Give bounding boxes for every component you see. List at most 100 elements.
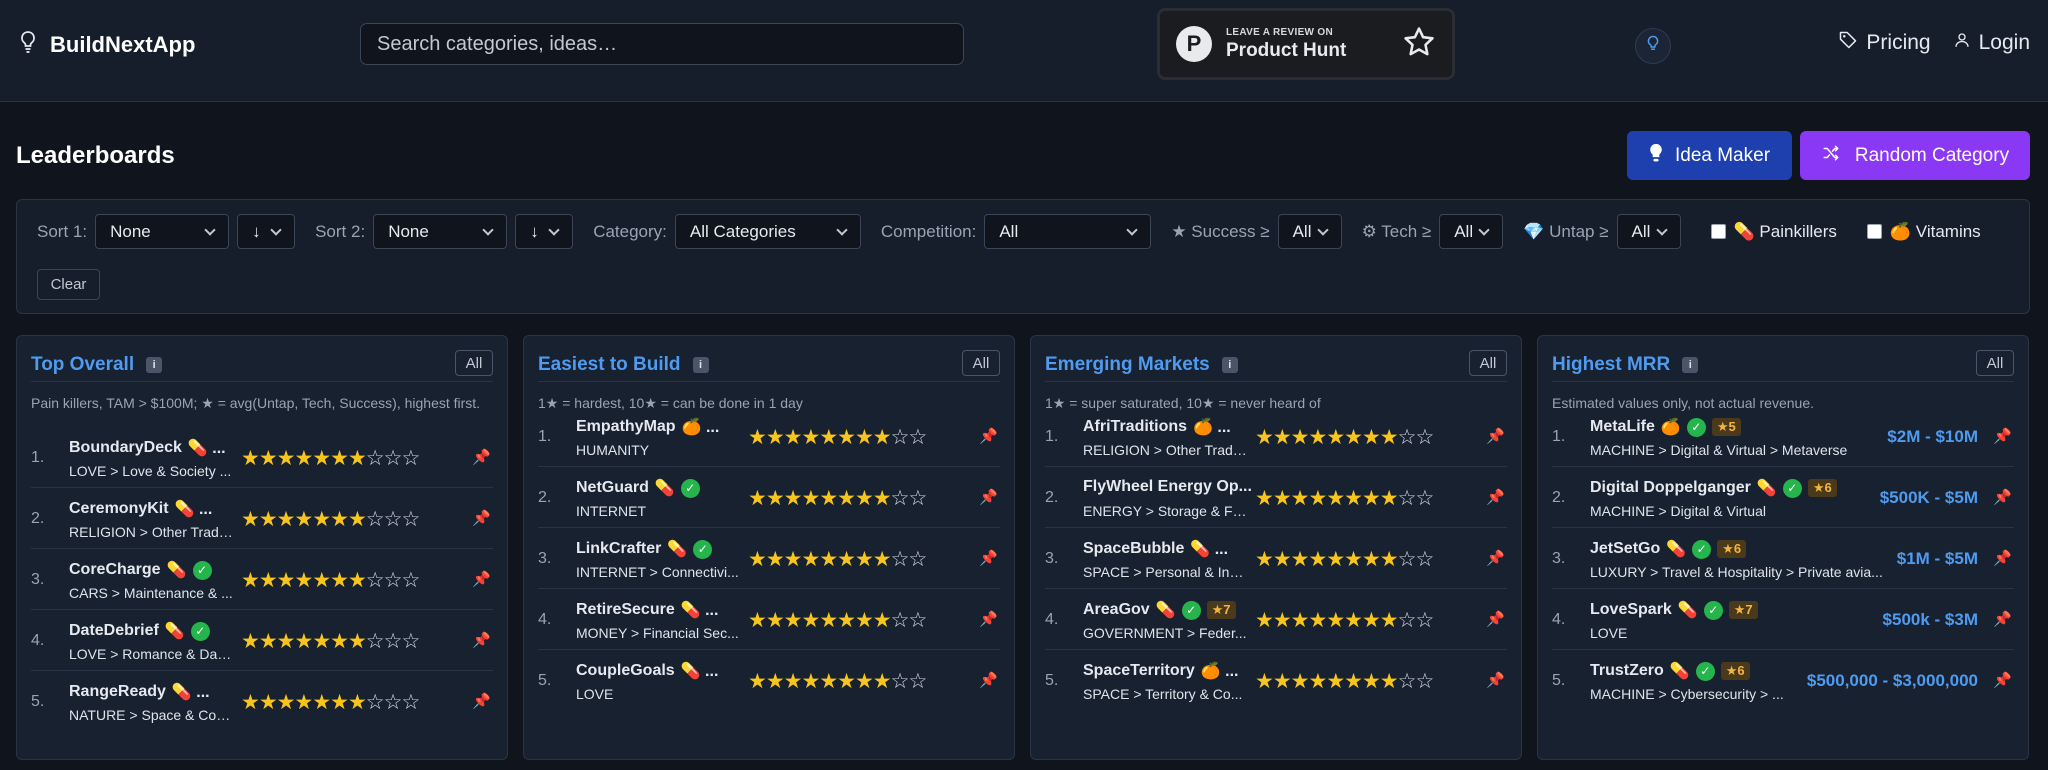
tech-label: ⚙ Tech ≥ — [1361, 221, 1432, 241]
pin-icon[interactable]: 📌 — [1993, 672, 2012, 689]
list-item[interactable]: 3. SpaceBubble 💊 ... SPACE > Personal & Int… — [1045, 528, 1507, 589]
star-filled-icon: ★ — [294, 447, 313, 470]
painkillers-checkbox[interactable] — [1710, 224, 1726, 239]
view-all-button[interactable]: All — [962, 350, 1000, 376]
list-item[interactable]: 2. CeremonyKit 💊 ... RELIGION > Other Tradi… — [31, 488, 493, 549]
list-item[interactable]: 4. DateDebrief 💊 ✓ LOVE > Romance & Dati... ★… — [31, 610, 493, 671]
info-icon[interactable]: i — [1682, 357, 1699, 373]
idea-name[interactable]: TrustZero — [1590, 662, 1664, 679]
idea-name[interactable]: DateDebrief — [69, 622, 159, 639]
idea-name[interactable]: AfriTraditions — [1083, 418, 1188, 435]
pin-icon[interactable]: 📌 — [472, 632, 491, 649]
sort1-direction-select[interactable]: ↓ — [237, 214, 296, 249]
pin-icon[interactable]: 📌 — [979, 611, 998, 628]
category-select[interactable]: All Categories — [674, 214, 861, 249]
list-item[interactable]: 3. JetSetGo 💊 ✓ ★6 LUXURY > Travel & Hospital… — [1552, 528, 2014, 589]
list-item[interactable]: 1. MetaLife 🍊 ✓ ★5 MACHINE > Digital & Virtua… — [1552, 406, 2014, 467]
info-icon[interactable]: i — [146, 357, 163, 373]
idea-name[interactable]: SpaceTerritory — [1083, 662, 1195, 679]
sort2-select[interactable]: None — [373, 214, 508, 249]
theme-toggle-button[interactable] — [1635, 28, 1671, 64]
idea-name[interactable]: CoupleGoals — [576, 662, 675, 679]
pin-icon[interactable]: 📌 — [1993, 550, 2012, 567]
list-item[interactable]: 5. TrustZero 💊 ✓ ★6 MACHINE > Cybersecurity >… — [1552, 650, 2014, 711]
list-item[interactable]: 2. NetGuard 💊 ✓ INTERNET ★★★★★★★★☆☆ 📌 — [538, 467, 1000, 528]
pin-icon[interactable]: 📌 — [979, 428, 998, 445]
pin-icon[interactable]: 📌 — [1486, 672, 1505, 689]
competition-select[interactable]: All — [984, 214, 1152, 249]
type-badge: 💊 — [1155, 602, 1176, 619]
idea-name[interactable]: FlyWheel Energy Op... — [1083, 478, 1252, 495]
idea-name[interactable]: NetGuard — [576, 479, 649, 496]
idea-name[interactable]: LoveSpark — [1590, 601, 1672, 618]
pin-icon[interactable]: 📌 — [979, 489, 998, 506]
list-item[interactable]: 5. SpaceTerritory 🍊 ... SPACE > Territory &… — [1045, 650, 1507, 711]
clear-filters-button[interactable]: Clear — [37, 269, 100, 300]
idea-name[interactable]: RangeReady — [69, 683, 166, 700]
idea-name[interactable]: SpaceBubble — [1083, 540, 1185, 557]
pin-icon[interactable]: 📌 — [979, 550, 998, 567]
tech-select[interactable]: All — [1439, 214, 1504, 249]
product-hunt-badge[interactable]: P LEAVE A REVIEW ON Product Hunt — [1157, 8, 1455, 80]
pin-icon[interactable]: 📌 — [472, 571, 491, 588]
idea-name[interactable]: CeremonyKit — [69, 500, 169, 517]
list-item[interactable]: 1. EmpathyMap 🍊 ... HUMANITY ★★★★★★★★☆☆ 📌 — [538, 406, 1000, 467]
list-item[interactable]: 1. BoundaryDeck 💊 ... LOVE > Love & Society… — [31, 427, 493, 488]
pin-icon[interactable]: 📌 — [1993, 428, 2012, 445]
idea-name[interactable]: EmpathyMap — [576, 418, 676, 435]
idea-name-line: Digital Doppelganger 💊 ✓ ★6 — [1590, 478, 1837, 498]
list-item[interactable]: 4. AreaGov 💊 ✓ ★7 GOVERNMENT > Feder... ★★★★★★… — [1045, 589, 1507, 650]
idea-name-line: CoupleGoals 💊 ... — [576, 661, 718, 681]
pin-icon[interactable]: 📌 — [1486, 428, 1505, 445]
list-item[interactable]: 3. LinkCrafter 💊 ✓ INTERNET > Connectivi... ★… — [538, 528, 1000, 589]
idea-name[interactable]: BoundaryDeck — [69, 439, 182, 456]
success-select[interactable]: All — [1277, 214, 1342, 249]
idea-name[interactable]: JetSetGo — [1590, 540, 1661, 557]
login-link[interactable]: Login — [1953, 30, 2030, 56]
sort2-direction-select[interactable]: ↓ — [515, 214, 574, 249]
pin-icon[interactable]: 📌 — [472, 693, 491, 710]
idea-maker-button[interactable]: Idea Maker — [1627, 131, 1792, 180]
idea-name[interactable]: LinkCrafter — [576, 540, 662, 557]
info-icon[interactable]: i — [1221, 357, 1238, 373]
pin-icon[interactable]: 📌 — [979, 672, 998, 689]
list-item[interactable]: 2. FlyWheel Energy Op... ENERGY > Storage … — [1045, 467, 1507, 528]
top-navbar: BuildNextApp P LEAVE A REVIEW ON Product… — [0, 0, 2048, 102]
pricing-link[interactable]: Pricing — [1838, 30, 1931, 56]
pin-icon[interactable]: 📌 — [1486, 611, 1505, 628]
idea-name[interactable]: MetaLife — [1590, 418, 1655, 435]
idea-name[interactable]: RetireSecure — [576, 601, 675, 618]
category-path: NATURE > Space & Cos... — [69, 707, 233, 723]
vitamins-checkbox[interactable] — [1866, 224, 1882, 239]
untap-select[interactable]: All — [1616, 214, 1681, 249]
list-item[interactable]: 4. LoveSpark 💊 ✓ ★7 LOVE $500k - $3M 📌 — [1552, 589, 2014, 650]
idea-name[interactable]: Digital Doppelganger — [1590, 479, 1751, 496]
board-title-text: Top Overall — [31, 354, 135, 375]
list-item[interactable]: 3. CoreCharge 💊 ✓ CARS > Maintenance & ... ★★… — [31, 549, 493, 610]
star-filled-icon: ★ — [783, 670, 803, 693]
pin-icon[interactable]: 📌 — [1993, 611, 2012, 628]
list-item[interactable]: 1. AfriTraditions 🍊 ... RELIGION > Other Tr… — [1045, 406, 1507, 467]
view-all-button[interactable]: All — [455, 350, 493, 376]
pin-icon[interactable]: 📌 — [1486, 550, 1505, 567]
list-item[interactable]: 2. Digital Doppelganger 💊 ✓ ★6 MACHINE > Digi… — [1552, 467, 2014, 528]
star-filled-icon: ★ — [258, 630, 278, 653]
idea-name[interactable]: CoreCharge — [69, 561, 161, 578]
list-item[interactable]: 4. RetireSecure 💊 ... MONEY > Financial Sec… — [538, 589, 1000, 650]
list-item[interactable]: 5. CoupleGoals 💊 ... LOVE ★★★★★★★★☆☆ 📌 — [538, 650, 1000, 711]
pin-icon[interactable]: 📌 — [472, 449, 491, 466]
star-filled-icon: ★ — [1255, 426, 1274, 449]
info-icon[interactable]: i — [692, 357, 709, 373]
pin-icon[interactable]: 📌 — [1486, 489, 1505, 506]
view-all-button[interactable]: All — [1469, 350, 1507, 376]
view-all-button[interactable]: All — [1976, 350, 2014, 376]
list-item[interactable]: 5. RangeReady 💊 ... NATURE > Space & Cos...… — [31, 671, 493, 732]
brand-logo[interactable]: BuildNextApp — [20, 30, 195, 59]
sort1-select[interactable]: None — [95, 214, 230, 249]
search-input[interactable] — [360, 23, 964, 65]
pin-icon[interactable]: 📌 — [1993, 489, 2012, 506]
random-category-button[interactable]: Random Category — [1800, 131, 2030, 180]
pin-icon[interactable]: 📌 — [472, 510, 491, 527]
idea-name[interactable]: AreaGov — [1083, 601, 1150, 618]
star-filled-icon: ★ — [1326, 548, 1345, 571]
